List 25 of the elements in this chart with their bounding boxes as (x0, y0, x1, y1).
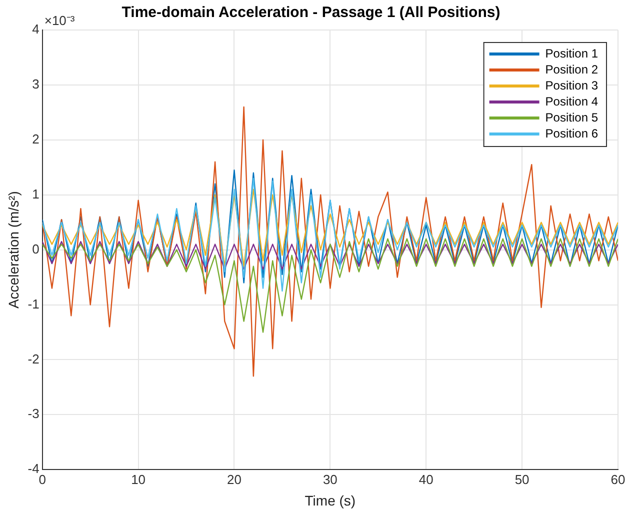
x-tick-label: 10 (131, 472, 146, 487)
x-tick-label: 40 (418, 472, 434, 487)
y-tick-label: 0 (32, 241, 40, 256)
y-tick-label: 1 (32, 186, 40, 202)
y-tick-label: -3 (28, 406, 40, 422)
y-tick-label: -4 (28, 461, 40, 476)
y-tick-label: 3 (32, 76, 40, 92)
legend-label: Position 2 (545, 62, 598, 76)
chart-title: Time-domain Acceleration - Passage 1 (All Positions) (122, 4, 500, 22)
y-tick-label: 2 (32, 131, 40, 146)
y-tick-label: -2 (28, 351, 40, 366)
y-tick-label: 4 (32, 22, 40, 37)
x-tick-label: 50 (514, 472, 530, 487)
legend-label: Position 3 (545, 78, 598, 92)
legend-label: Position 1 (545, 46, 598, 60)
y-tick-label: -1 (28, 296, 40, 312)
text: ×10⁻³ (44, 13, 76, 28)
x-tick-label: 20 (227, 472, 242, 487)
y-axis-title: Acceleration (m/s²) (5, 191, 22, 309)
legend-label: Position 6 (545, 126, 598, 140)
x-tick-label: 30 (322, 472, 338, 487)
x-tick-label: 60 (610, 472, 626, 487)
x-axis-title: Time (s) (304, 492, 356, 508)
legend-label: Position 5 (545, 110, 598, 124)
legend-label: Position 4 (545, 94, 598, 108)
